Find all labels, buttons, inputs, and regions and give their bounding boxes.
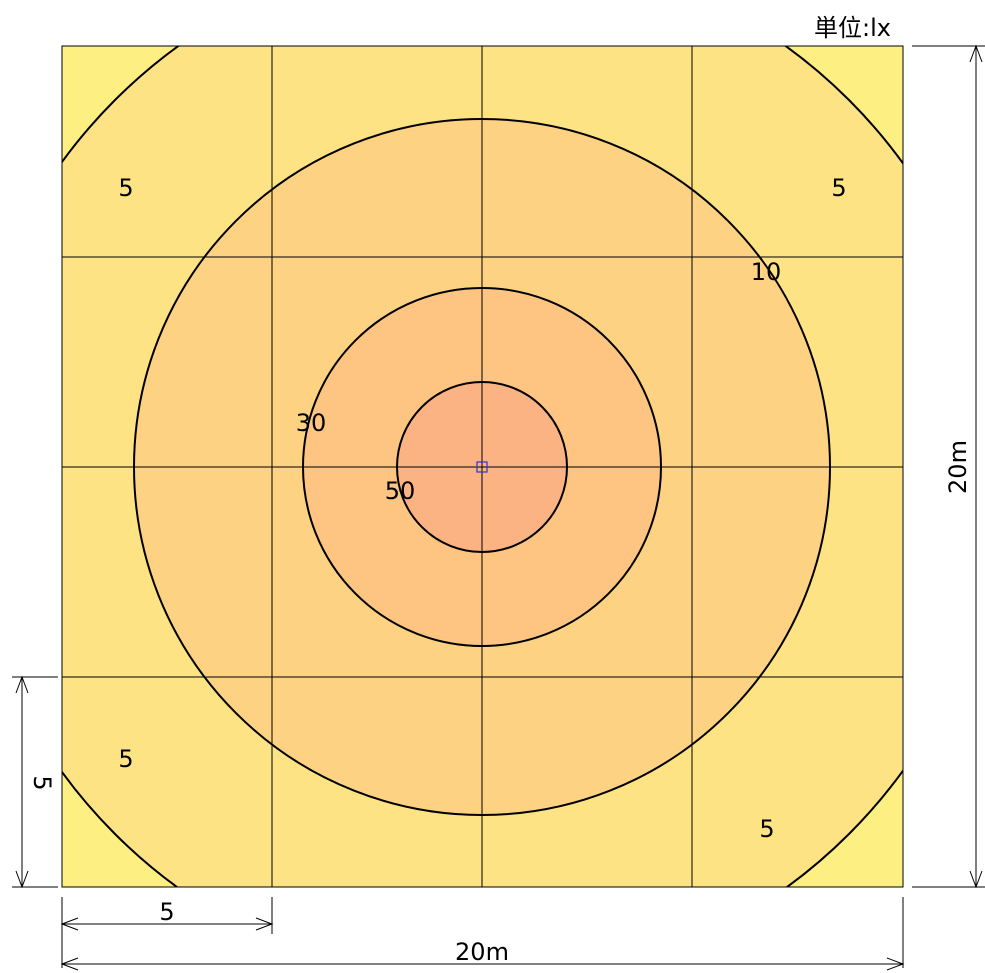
contour-labels: 5 5 5 5 10 30 50 [118,174,846,843]
contour-line-50 [396,381,568,553]
contour-label-30: 30 [296,409,327,437]
contour-line-30 [302,287,662,647]
contour-line-10 [133,118,831,816]
light-source-marker [476,461,488,473]
grid-lines [62,46,903,887]
dimension-label-width-segment: 5 [159,898,174,926]
plot-border [61,45,904,888]
dimension-label-height-segment: 5 [28,775,56,790]
dimension-label-width-total: 20m [455,938,509,966]
unit-label: 単位:lx [814,14,891,42]
contour-label-10: 10 [751,258,782,286]
contour-label-50: 50 [385,477,416,505]
dimension-label-height-total: 20m [944,440,972,494]
contour-label-top-left: 5 [118,174,133,202]
contour-label-top-right: 5 [831,174,846,202]
contour-label-bottom-right: 5 [759,815,774,843]
dimension-lines [12,44,985,971]
contour-label-bottom-left: 5 [118,745,133,773]
